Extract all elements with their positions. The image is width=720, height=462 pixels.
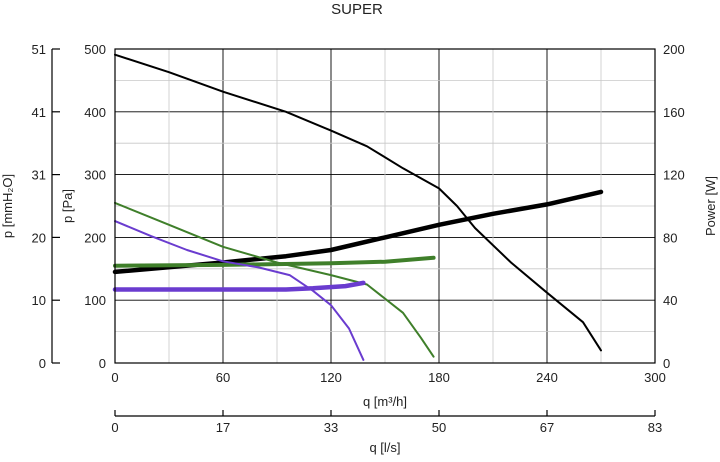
series-layer <box>112 53 604 361</box>
power-curve-1 <box>112 189 604 275</box>
y-power-tick-label: 200 <box>663 42 685 57</box>
y-axis-power-label: Power [W] <box>703 176 718 236</box>
y-pa-tick-label: 0 <box>99 356 106 371</box>
y-power-tick-label: 160 <box>663 105 685 120</box>
x-tick-label: 120 <box>320 370 342 385</box>
secondary-x-tick-label: 0 <box>111 420 118 435</box>
x-tick-label: 180 <box>428 370 450 385</box>
power-curve-5 <box>112 280 366 292</box>
y-axis-mmh2o-label: p [mmH₂O] <box>0 174 15 238</box>
y-pa-tick-label: 400 <box>84 105 106 120</box>
pressure-curve-4 <box>114 220 365 361</box>
y-mmh2o-tick-label: 20 <box>32 230 46 245</box>
x-tick-label: 60 <box>216 370 230 385</box>
pressure-curve-2 <box>114 201 435 358</box>
y-mmh2o-tick-label: 31 <box>32 168 46 183</box>
secondary-x-tick-label: 50 <box>432 420 446 435</box>
y-power-tick-label: 120 <box>663 168 685 183</box>
y-pa-tick-label: 300 <box>84 168 106 183</box>
y-axis-pa-label: p [Pa] <box>60 189 75 223</box>
secondary-x-tick-label: 33 <box>324 420 338 435</box>
x-axis-label: q [m³/h] <box>363 394 407 409</box>
y-power-tick-label: 80 <box>663 230 677 245</box>
pressure-curve-0 <box>114 53 602 352</box>
x-tick-label: 0 <box>111 370 118 385</box>
y-power-tick-label: 40 <box>663 293 677 308</box>
y-mmh2o-tick-label: 51 <box>32 42 46 57</box>
secondary-x-tick-label: 67 <box>540 420 554 435</box>
y-pa-tick-label: 200 <box>84 230 106 245</box>
y-mmh2o-tick-label: 0 <box>39 356 46 371</box>
chart-title: SUPER <box>331 1 383 18</box>
y-mmh2o-tick-label: 41 <box>32 105 46 120</box>
y-mmh2o-tick-label: 10 <box>32 293 46 308</box>
secondary-x-tick-label: 17 <box>216 420 230 435</box>
plot-border <box>114 48 656 364</box>
y-pa-tick-label: 500 <box>84 42 106 57</box>
secondary-x-tick-label: 83 <box>648 420 662 435</box>
y-power-tick-label: 0 <box>663 356 670 371</box>
x-tick-label: 300 <box>644 370 666 385</box>
y-pa-tick-label: 100 <box>84 293 106 308</box>
x-tick-label: 240 <box>536 370 558 385</box>
secondary-x-axis-label: q [l/s] <box>369 440 400 455</box>
power-curve-3 <box>113 255 436 268</box>
